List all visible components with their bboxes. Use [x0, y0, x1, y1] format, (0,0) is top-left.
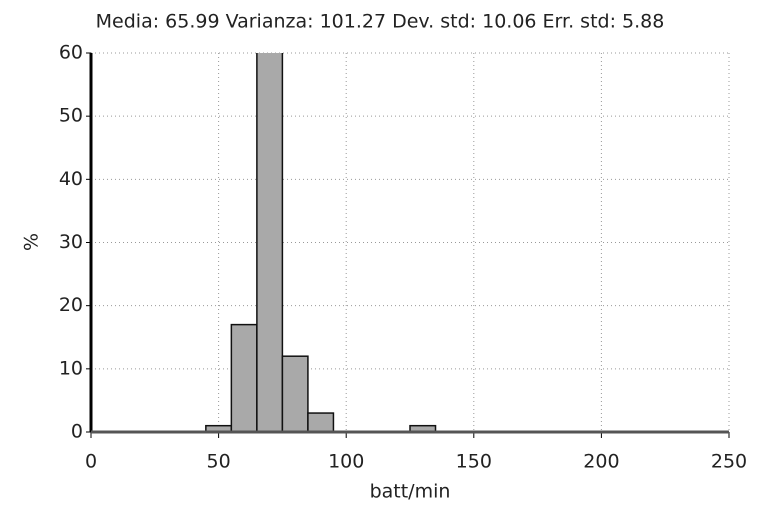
bar — [256, 53, 284, 433]
y-tick-label: 20 — [59, 294, 83, 316]
y-tick-label: 60 — [59, 42, 83, 64]
x-tick-label: 100 — [328, 451, 364, 473]
y-axis-label: % — [21, 233, 43, 251]
y-tick-label: 30 — [59, 231, 83, 253]
x-tick-label: 250 — [711, 451, 747, 473]
bars — [205, 53, 437, 433]
x-axis-label: batt/min — [370, 481, 451, 503]
chart-title: Media: 65.99 Varianza: 101.27 Dev. std: … — [96, 11, 665, 33]
x-tick-label: 150 — [456, 451, 492, 473]
y-tick-label: 50 — [59, 105, 83, 127]
x-tick-label: 200 — [583, 451, 619, 473]
y-tick-label: 0 — [71, 421, 83, 443]
x-tick-label: 0 — [85, 451, 97, 473]
bar — [281, 355, 309, 433]
bar — [307, 412, 335, 433]
y-tick-label: 10 — [59, 357, 83, 379]
x-tick-label: 50 — [207, 451, 231, 473]
y-tick-label: 40 — [59, 168, 83, 190]
bar — [230, 323, 258, 433]
